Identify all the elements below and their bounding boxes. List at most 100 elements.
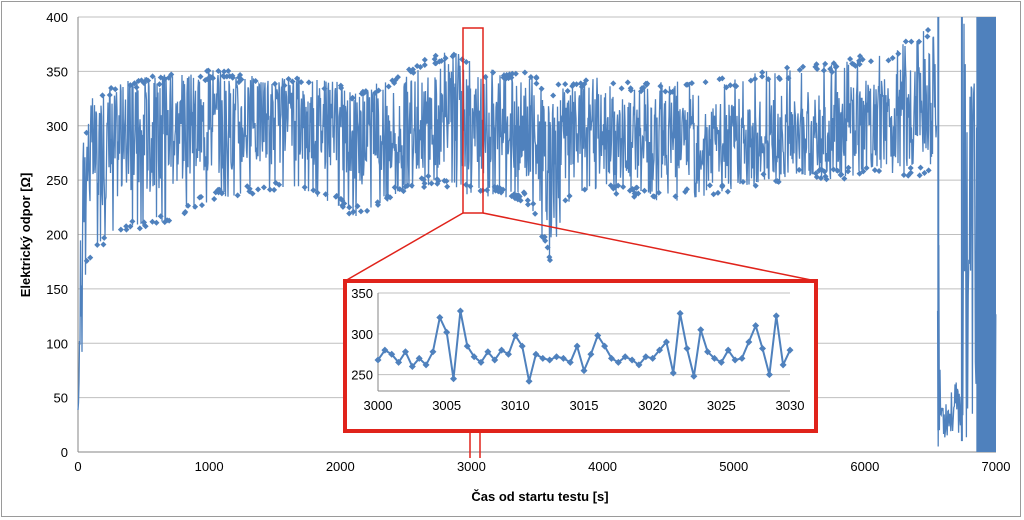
data-point-marker: [252, 78, 259, 85]
data-point-marker: [221, 68, 228, 75]
inset-data-point: [765, 371, 773, 379]
inset-data-point: [587, 350, 595, 358]
inset-data-point: [669, 369, 677, 377]
data-point-marker: [760, 171, 767, 178]
data-point-marker: [759, 73, 766, 80]
inset-data-point: [415, 354, 423, 362]
data-point-marker: [829, 68, 836, 75]
data-point-marker: [385, 83, 392, 90]
data-point-marker: [867, 58, 874, 65]
inset-data-point: [704, 348, 712, 356]
data-point-marker: [796, 66, 803, 73]
data-point-marker: [895, 50, 902, 57]
inset-data-point: [553, 353, 561, 361]
data-point-marker: [153, 219, 160, 226]
x-axis-title: Čas od startu testu [s]: [471, 489, 608, 504]
data-point-marker: [157, 74, 164, 81]
data-point-marker: [425, 173, 432, 180]
inset-data-point: [374, 356, 382, 364]
data-point-marker: [871, 167, 878, 174]
data-point-marker: [136, 225, 143, 232]
data-point-marker: [902, 38, 909, 45]
data-point-marker: [83, 257, 90, 264]
x-tick-label: 7000: [982, 459, 1011, 474]
data-point-marker: [407, 68, 414, 75]
data-point-marker: [149, 73, 156, 80]
series-saturation-block: [976, 17, 996, 452]
data-point-marker: [624, 79, 631, 86]
data-point-marker: [168, 71, 175, 78]
inset-data-point: [635, 361, 643, 369]
data-point-marker: [392, 77, 399, 84]
data-point-marker: [818, 166, 825, 173]
data-point-marker: [346, 210, 353, 217]
data-point-marker: [484, 187, 491, 194]
data-point-marker: [509, 70, 516, 77]
data-point-marker: [357, 208, 364, 215]
data-point-marker: [814, 65, 821, 72]
inset-y-tick-label: 350: [351, 286, 373, 301]
inset-data-point: [786, 346, 794, 354]
data-point-marker: [900, 172, 907, 179]
data-point-marker: [847, 55, 854, 62]
data-point-marker: [255, 186, 262, 193]
data-point-marker: [618, 85, 625, 92]
data-point-marker: [688, 80, 695, 87]
inset-data-point: [759, 345, 767, 353]
data-point-marker: [346, 204, 353, 211]
data-point-marker: [281, 82, 288, 89]
data-point-marker: [566, 193, 573, 200]
data-point-marker: [211, 195, 218, 202]
data-point-marker: [667, 89, 674, 96]
data-point-marker: [237, 71, 244, 78]
data-point-marker: [301, 184, 308, 191]
data-point-marker: [138, 77, 145, 84]
inset-x-tick-label: 3020: [638, 398, 667, 413]
data-point-marker: [100, 241, 107, 248]
data-point-marker: [87, 254, 94, 261]
series-line: [77, 31, 938, 411]
data-point-marker: [740, 178, 747, 185]
data-point-marker: [143, 76, 150, 83]
data-point-marker: [197, 193, 204, 200]
inset-data-point: [443, 328, 451, 336]
data-point-marker: [133, 84, 140, 91]
data-point-marker: [546, 257, 553, 264]
data-point-marker: [218, 190, 225, 197]
inset-y-tick-label: 300: [351, 327, 373, 342]
data-point-marker: [205, 67, 212, 74]
inset-data-point: [532, 350, 540, 358]
data-point-marker: [885, 57, 892, 64]
data-point-marker: [627, 85, 634, 92]
inset-data-point: [662, 338, 670, 346]
inset-data-point: [710, 354, 718, 362]
inset-data-point: [450, 375, 458, 383]
x-tick-label: 5000: [719, 459, 748, 474]
data-point-marker: [544, 244, 551, 251]
data-point-marker: [108, 85, 115, 92]
data-point-marker: [482, 73, 489, 80]
data-point-marker: [555, 81, 562, 88]
data-point-marker: [916, 172, 923, 179]
data-point-marker: [822, 173, 829, 180]
inset-data-point: [772, 312, 780, 320]
inset-data-point: [594, 331, 602, 339]
inset-data-point: [601, 342, 609, 350]
data-point-marker: [657, 83, 664, 90]
data-point-marker: [724, 188, 731, 195]
data-point-marker: [467, 183, 474, 190]
data-point-marker: [845, 164, 852, 171]
data-point-marker: [298, 79, 305, 86]
data-point-marker: [421, 62, 428, 69]
inset-x-tick-label: 3030: [776, 398, 805, 413]
data-point-marker: [444, 183, 451, 190]
data-point-marker: [530, 200, 537, 207]
data-point-marker: [672, 193, 679, 200]
data-point-marker: [215, 67, 222, 74]
data-point-marker: [907, 165, 914, 172]
inset-data-point: [580, 367, 588, 375]
data-point-marker: [538, 85, 545, 92]
data-point-marker: [573, 81, 580, 88]
inset-data-point: [470, 353, 478, 361]
